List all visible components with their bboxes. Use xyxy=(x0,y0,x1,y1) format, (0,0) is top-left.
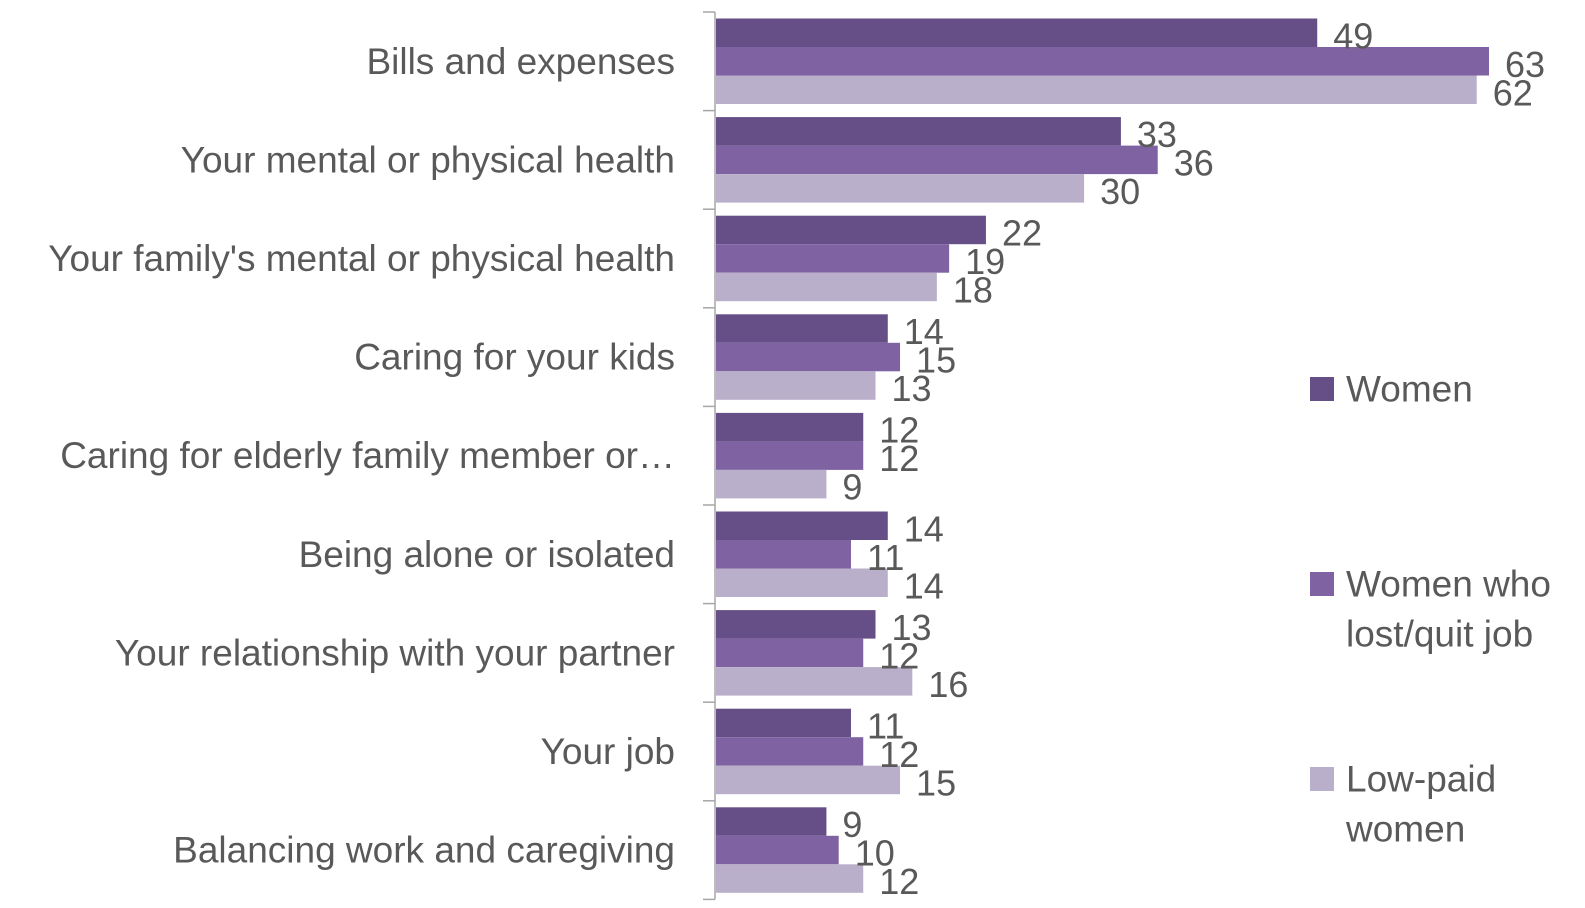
data-label: 12 xyxy=(879,410,919,451)
data-label: 10 xyxy=(855,833,895,874)
category-label: Your mental or physical health xyxy=(181,139,675,180)
data-label: 13 xyxy=(892,607,932,648)
bar xyxy=(716,568,888,597)
data-label: 11 xyxy=(867,705,904,746)
bar xyxy=(716,47,1490,76)
data-label: 49 xyxy=(1333,15,1373,56)
data-label: 36 xyxy=(1174,142,1214,183)
bar xyxy=(716,314,888,343)
bar xyxy=(716,737,864,766)
bar xyxy=(716,638,864,668)
legend-label: Women who xyxy=(1346,564,1551,605)
data-label: 63 xyxy=(1505,44,1545,85)
bar xyxy=(716,540,851,569)
bar xyxy=(716,667,913,696)
data-label: 15 xyxy=(916,340,956,381)
category-label: Bills and expenses xyxy=(366,41,675,82)
bar xyxy=(716,835,839,865)
legend-label: Low-paid xyxy=(1346,759,1496,800)
bar xyxy=(716,215,986,245)
category-label: Caring for elderly family member or… xyxy=(60,435,675,476)
legend-label: women xyxy=(1345,809,1465,850)
data-label: 16 xyxy=(928,664,968,705)
bar xyxy=(716,244,950,273)
legend-swatch xyxy=(1310,377,1334,401)
data-label: 14 xyxy=(904,508,944,549)
data-label: 22 xyxy=(1002,212,1042,253)
data-label: 14 xyxy=(904,565,944,606)
bar xyxy=(716,412,864,442)
bars-layer xyxy=(716,18,1490,893)
bar xyxy=(716,174,1085,203)
data-label: 9 xyxy=(842,804,862,845)
bar xyxy=(716,441,864,470)
category-label: Balancing work and caregiving xyxy=(173,830,675,871)
data-label: 12 xyxy=(879,734,919,775)
bar xyxy=(716,117,1121,146)
category-label: Your family's mental or physical health xyxy=(48,238,675,279)
data-label: 33 xyxy=(1137,114,1177,155)
axis-layer xyxy=(703,11,716,901)
category-label: Caring for your kids xyxy=(354,337,675,378)
data-label: 12 xyxy=(879,438,919,479)
legend-swatch xyxy=(1310,572,1334,596)
bar xyxy=(716,75,1477,104)
data-label: 18 xyxy=(953,269,993,310)
data-label: 11 xyxy=(867,537,904,578)
bar xyxy=(716,511,888,540)
bar xyxy=(716,18,1318,47)
data-label: 12 xyxy=(879,635,919,676)
legend: Women Women who lost/quit job Low-paid women xyxy=(1310,369,1551,850)
data-label: 14 xyxy=(904,311,944,352)
bar xyxy=(716,342,901,372)
data-label: 9 xyxy=(842,467,862,508)
bar xyxy=(716,765,901,795)
data-label: 62 xyxy=(1493,72,1533,113)
bar xyxy=(716,371,876,400)
bar xyxy=(716,469,827,499)
legend-swatch xyxy=(1310,767,1334,791)
bar xyxy=(716,272,937,302)
data-label: 19 xyxy=(965,241,1005,282)
data-label: 12 xyxy=(879,861,919,902)
bar xyxy=(716,610,876,639)
legend-label: lost/quit job xyxy=(1346,614,1533,655)
data-label: 15 xyxy=(916,762,956,803)
bar xyxy=(716,145,1158,175)
category-label: Your relationship with your partner xyxy=(115,632,675,673)
bar xyxy=(716,708,851,738)
category-label: Being alone or isolated xyxy=(299,534,675,575)
bar xyxy=(716,807,827,836)
data-label: 30 xyxy=(1100,171,1140,212)
legend-label: Women xyxy=(1346,369,1473,410)
category-label: Your job xyxy=(541,731,675,772)
data-label: 13 xyxy=(892,368,932,409)
bar xyxy=(716,864,864,893)
